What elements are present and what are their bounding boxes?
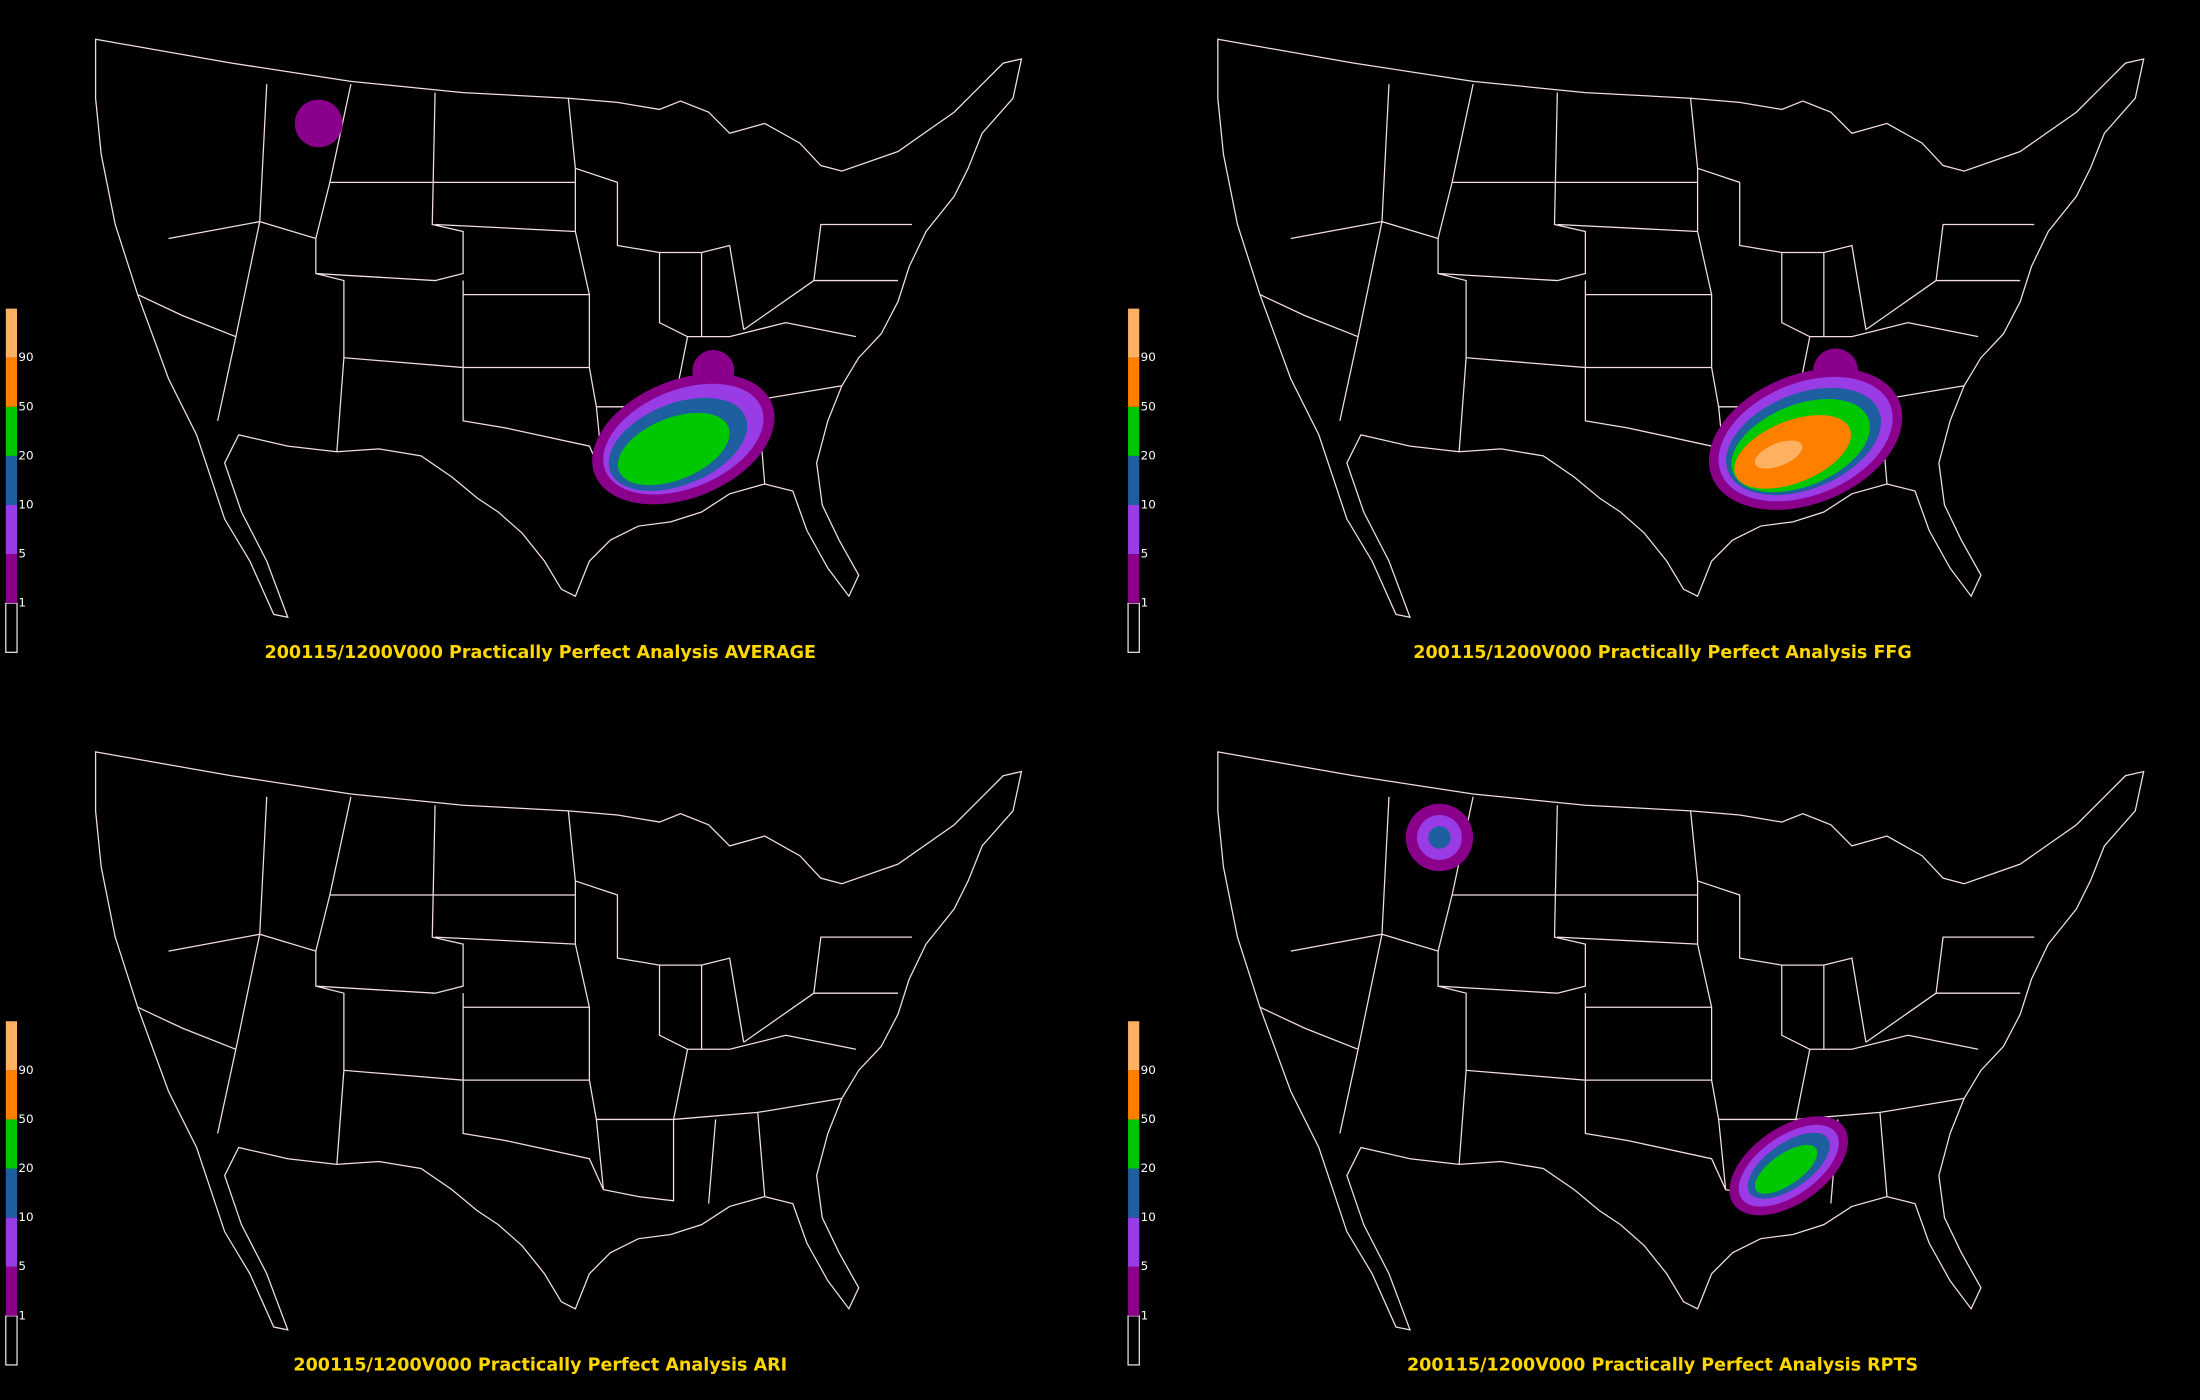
colorbar-segment bbox=[1128, 554, 1140, 604]
state-outlines bbox=[55, 711, 1023, 1331]
panel-title: 200115/1200V000 Practically Perfect Anal… bbox=[1407, 1356, 1918, 1376]
colorbar-label: 5 bbox=[18, 547, 26, 561]
colorbar-segment bbox=[5, 602, 18, 653]
colorbar-label: 10 bbox=[1141, 1210, 1156, 1224]
colorbar-label: 50 bbox=[1141, 1112, 1156, 1126]
colorbar-segment bbox=[1128, 1119, 1140, 1169]
colorbar-segment bbox=[5, 554, 18, 604]
probability-contours bbox=[1708, 348, 1903, 510]
colorbar-segment bbox=[5, 1119, 18, 1169]
colorbar-segment bbox=[5, 1070, 18, 1120]
colorbar-segment bbox=[1128, 505, 1140, 555]
colorbar-segment bbox=[1128, 1021, 1140, 1071]
colorbar-segment bbox=[5, 1315, 18, 1366]
colorbar-label: 10 bbox=[18, 1210, 33, 1224]
colorbar-label: 50 bbox=[18, 399, 33, 413]
colorbar-segment bbox=[5, 1168, 18, 1218]
colorbar-label: 5 bbox=[18, 1259, 26, 1273]
colorbar-label: 1 bbox=[1141, 596, 1149, 610]
colorbar-label: 5 bbox=[1141, 1259, 1149, 1273]
colorbar-segment bbox=[1128, 1266, 1140, 1316]
probability-contours bbox=[592, 349, 775, 505]
colorbar-segment bbox=[1127, 1315, 1140, 1366]
colorbar-label: 1 bbox=[18, 596, 26, 610]
colorbar-label: 20 bbox=[1141, 448, 1156, 462]
probability-area bbox=[1428, 826, 1451, 849]
colorbar-segment bbox=[1128, 455, 1140, 506]
panel-title: 200115/1200V000 Practically Perfect Anal… bbox=[293, 1356, 787, 1376]
colorbar-segment bbox=[1128, 357, 1140, 407]
colorbar-label: 90 bbox=[1141, 350, 1156, 364]
colorbar-label: 20 bbox=[18, 1161, 33, 1175]
colorbar-label: 20 bbox=[1141, 1161, 1156, 1175]
colorbar-segment bbox=[1128, 1217, 1140, 1267]
colorbar-label: 90 bbox=[1141, 1063, 1156, 1077]
state-outlines bbox=[55, 0, 1023, 618]
colorbar-label: 50 bbox=[18, 1112, 33, 1126]
panel-title: 200115/1200V000 Practically Perfect Anal… bbox=[265, 643, 816, 663]
colorbar-segment bbox=[5, 1217, 18, 1267]
panel-title: 200115/1200V000 Practically Perfect Anal… bbox=[1413, 643, 1912, 663]
colorbar-label: 90 bbox=[18, 1063, 33, 1077]
colorbar-segment bbox=[5, 406, 18, 456]
colorbar-label: 1 bbox=[18, 1308, 26, 1322]
colorbar-segment bbox=[5, 357, 18, 407]
panel-rpts: 200115/1200V000 Practically Perfect Anal… bbox=[1127, 711, 2145, 1376]
state-outlines bbox=[1177, 711, 2145, 1331]
colorbar-label: 5 bbox=[1141, 547, 1149, 561]
colorbar-segment bbox=[1128, 1168, 1140, 1218]
colorbar-segment bbox=[5, 455, 18, 506]
colorbar-segment bbox=[1128, 406, 1140, 456]
colorbar-segment bbox=[5, 308, 18, 358]
colorbar-segment bbox=[1127, 602, 1140, 653]
colorbar-label: 90 bbox=[18, 350, 33, 364]
colorbar-label: 10 bbox=[18, 498, 33, 512]
colorbar-label: 50 bbox=[1141, 399, 1156, 413]
probability-contours bbox=[1729, 1116, 1849, 1216]
colorbar-label: 10 bbox=[1141, 498, 1156, 512]
colorbar-segment bbox=[5, 1021, 18, 1071]
panel-ffg: 200115/1200V000 Practically Perfect Anal… bbox=[1127, 0, 2145, 663]
probability-area bbox=[294, 99, 343, 148]
state-outlines bbox=[1177, 0, 2145, 618]
panel-ari: 200115/1200V000 Practically Perfect Anal… bbox=[5, 711, 1023, 1376]
colorbar-segment bbox=[5, 1266, 18, 1316]
colorbar-label: 1 bbox=[1141, 1308, 1149, 1322]
colorbar-segment bbox=[5, 505, 18, 555]
panel-average: 200115/1200V000 Practically Perfect Anal… bbox=[5, 0, 1023, 663]
colorbar-segment bbox=[1128, 308, 1140, 358]
colorbar-segment bbox=[1128, 1070, 1140, 1120]
colorbar-label: 20 bbox=[18, 448, 33, 462]
